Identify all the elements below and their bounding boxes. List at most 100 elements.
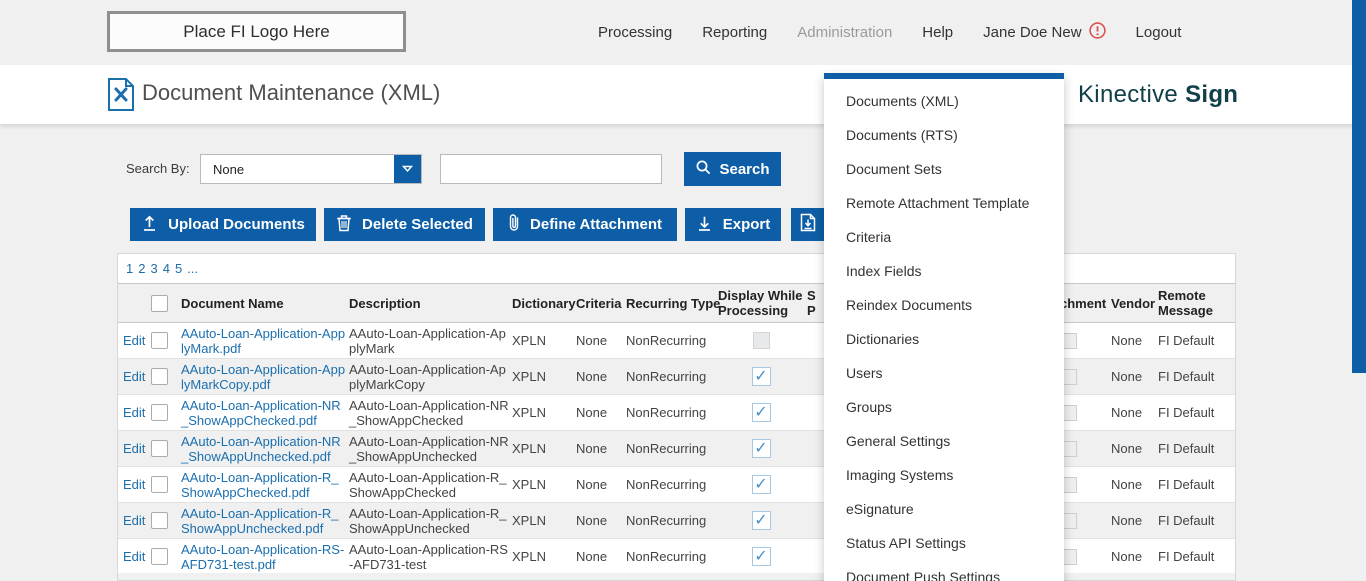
- document-name-link[interactable]: AAuto-Loan-Application-R_ShowAppChecked.…: [181, 469, 339, 500]
- admin-menu-item[interactable]: Imaging Systems: [824, 458, 1064, 492]
- dictionary-value: XPLN: [512, 477, 546, 492]
- search-icon: [695, 159, 712, 180]
- document-name-link[interactable]: AAuto-Loan-Application-NR_ShowAppUncheck…: [181, 433, 341, 464]
- pagination-page[interactable]: 2: [138, 261, 146, 276]
- nav-item-user[interactable]: Jane Doe New: [983, 22, 1106, 43]
- admin-menu-item[interactable]: Remote Attachment Template: [824, 186, 1064, 220]
- delete-selected-label: Delete Selected: [362, 216, 473, 233]
- description-text: AAuto-Loan-Application-NR_ShowAppUncheck…: [349, 433, 509, 464]
- nav-item-administration[interactable]: Administration: [797, 24, 892, 41]
- admin-menu-item[interactable]: Users: [824, 356, 1064, 390]
- brand-logo: Kinective Sign: [1078, 81, 1238, 109]
- trash-icon: [336, 214, 352, 236]
- admin-menu-item[interactable]: Documents (XML): [824, 84, 1064, 118]
- pagination-page[interactable]: 3: [150, 261, 158, 276]
- define-attachment-label: Define Attachment: [530, 216, 662, 233]
- admin-menu-item[interactable]: Criteria: [824, 220, 1064, 254]
- upload-documents-label: Upload Documents: [168, 216, 305, 233]
- nav-item-processing[interactable]: Processing: [598, 24, 672, 41]
- document-name-link[interactable]: AAuto-Loan-Application-RS-AFD731-test.pd…: [181, 541, 345, 572]
- export-document-button[interactable]: [791, 208, 824, 241]
- edit-link[interactable]: Edit: [123, 369, 146, 384]
- documents-table: Document Name Description Dictionary Cri…: [118, 283, 1235, 575]
- criteria-value: None: [576, 549, 608, 564]
- admin-menu-item[interactable]: General Settings: [824, 424, 1064, 458]
- recurring-type-value: NonRecurring: [626, 369, 707, 384]
- export-label: Export: [722, 216, 771, 233]
- row-checkbox[interactable]: [151, 404, 168, 421]
- edit-link[interactable]: Edit: [123, 549, 146, 564]
- edit-link[interactable]: Edit: [123, 441, 146, 456]
- row-checkbox[interactable]: [151, 368, 168, 385]
- nav-label: Help: [922, 24, 954, 41]
- dictionary-value: XPLN: [512, 441, 546, 456]
- nav-item-help[interactable]: Help: [922, 24, 953, 41]
- document-table-body: Edit AAuto-Loan-Application-ApplyMark.pdf…: [118, 322, 1235, 575]
- recurring-type-value: NonRecurring: [626, 441, 707, 456]
- pagination-page[interactable]: 4: [162, 261, 170, 276]
- display-while-processing-checkbox: [752, 332, 770, 349]
- pagination-page[interactable]: 5: [174, 261, 183, 276]
- admin-menu-item[interactable]: Dictionaries: [824, 322, 1064, 356]
- brand-product: Sign: [1185, 81, 1239, 108]
- header-dictionary: Dictionary: [512, 283, 576, 323]
- row-checkbox[interactable]: [151, 332, 168, 349]
- upload-documents-button[interactable]: Upload Documents: [130, 208, 316, 241]
- nav-item-reporting[interactable]: Reporting: [702, 24, 767, 41]
- pagination-page[interactable]: 1: [126, 261, 134, 276]
- nav-item-logout[interactable]: Logout: [1136, 24, 1182, 41]
- row-checkbox[interactable]: [151, 512, 168, 529]
- scrollbar-thumb[interactable]: [1352, 0, 1366, 373]
- description-text: AAuto-Loan-Application-R_ShowAppUnchecke…: [349, 505, 507, 536]
- delete-selected-button[interactable]: Delete Selected: [324, 208, 485, 241]
- document-name-link[interactable]: AAuto-Loan-Application-NR_ShowAppChecked…: [181, 397, 341, 428]
- criteria-value: None: [576, 441, 608, 456]
- define-attachment-button[interactable]: Define Attachment: [493, 208, 677, 241]
- admin-menu-item[interactable]: eSignature: [824, 492, 1064, 526]
- vendor-value: None: [1111, 513, 1143, 528]
- admin-menu-item[interactable]: Reindex Documents: [824, 288, 1064, 322]
- document-name-link[interactable]: AAuto-Loan-Application-R_ShowAppUnchecke…: [181, 505, 339, 536]
- edit-link[interactable]: Edit: [123, 405, 146, 420]
- row-checkbox[interactable]: [151, 440, 168, 457]
- header-fragment: S: [807, 288, 816, 303]
- search-by-select[interactable]: None: [200, 154, 422, 184]
- nav-label: Administration: [797, 24, 893, 41]
- edit-link[interactable]: Edit: [123, 333, 146, 348]
- chevron-down-icon[interactable]: [394, 155, 421, 183]
- display-while-processing-checkbox: ✓: [751, 367, 771, 386]
- vendor-value: None: [1111, 333, 1143, 348]
- admin-menu-item[interactable]: Document Push Settings: [824, 560, 1064, 581]
- criteria-value: None: [576, 477, 608, 492]
- dictionary-value: XPLN: [512, 369, 546, 384]
- remote-message-value: FI Default: [1158, 513, 1215, 528]
- admin-menu-item[interactable]: Documents (RTS): [824, 118, 1064, 152]
- document-name-link[interactable]: AAuto-Loan-Application-ApplyMark.pdf: [181, 325, 346, 356]
- header-remote-message: Remote Message: [1155, 283, 1235, 323]
- edit-link[interactable]: Edit: [123, 513, 146, 528]
- admin-menu-item[interactable]: Status API Settings: [824, 526, 1064, 560]
- description-text: AAuto-Loan-Application-RS-AFD731-test: [349, 541, 508, 572]
- row-checkbox[interactable]: [151, 476, 168, 493]
- pagination-page[interactable]: ...: [187, 261, 199, 276]
- top-bar: Place FI Logo Here Processing Reporting …: [0, 0, 1366, 65]
- vertical-scrollbar[interactable]: [1352, 0, 1366, 581]
- admin-menu-item[interactable]: Document Sets: [824, 152, 1064, 186]
- edit-link[interactable]: Edit: [123, 477, 146, 492]
- document-name-link[interactable]: AAuto-Loan-Application-ApplyMarkCopy.pdf: [181, 361, 346, 392]
- administration-dropdown-menu: Documents (XML) Documents (RTS) Document S…: [824, 73, 1064, 581]
- select-all-checkbox[interactable]: [151, 294, 168, 312]
- remote-message-value: FI Default: [1158, 405, 1215, 420]
- admin-menu-item[interactable]: Index Fields: [824, 254, 1064, 288]
- search-button[interactable]: Search: [684, 152, 781, 186]
- export-button[interactable]: Export: [685, 208, 781, 241]
- fi-logo-placeholder: Place FI Logo Here: [107, 11, 406, 52]
- display-while-processing-checkbox: ✓: [751, 511, 771, 530]
- row-checkbox[interactable]: [151, 548, 168, 565]
- document-download-icon: [800, 213, 816, 236]
- page-title: Document Maintenance (XML): [142, 80, 441, 105]
- search-button-label: Search: [719, 160, 770, 178]
- admin-menu-item[interactable]: Groups: [824, 390, 1064, 424]
- search-input[interactable]: [440, 154, 662, 184]
- remote-message-value: FI Default: [1158, 477, 1215, 492]
